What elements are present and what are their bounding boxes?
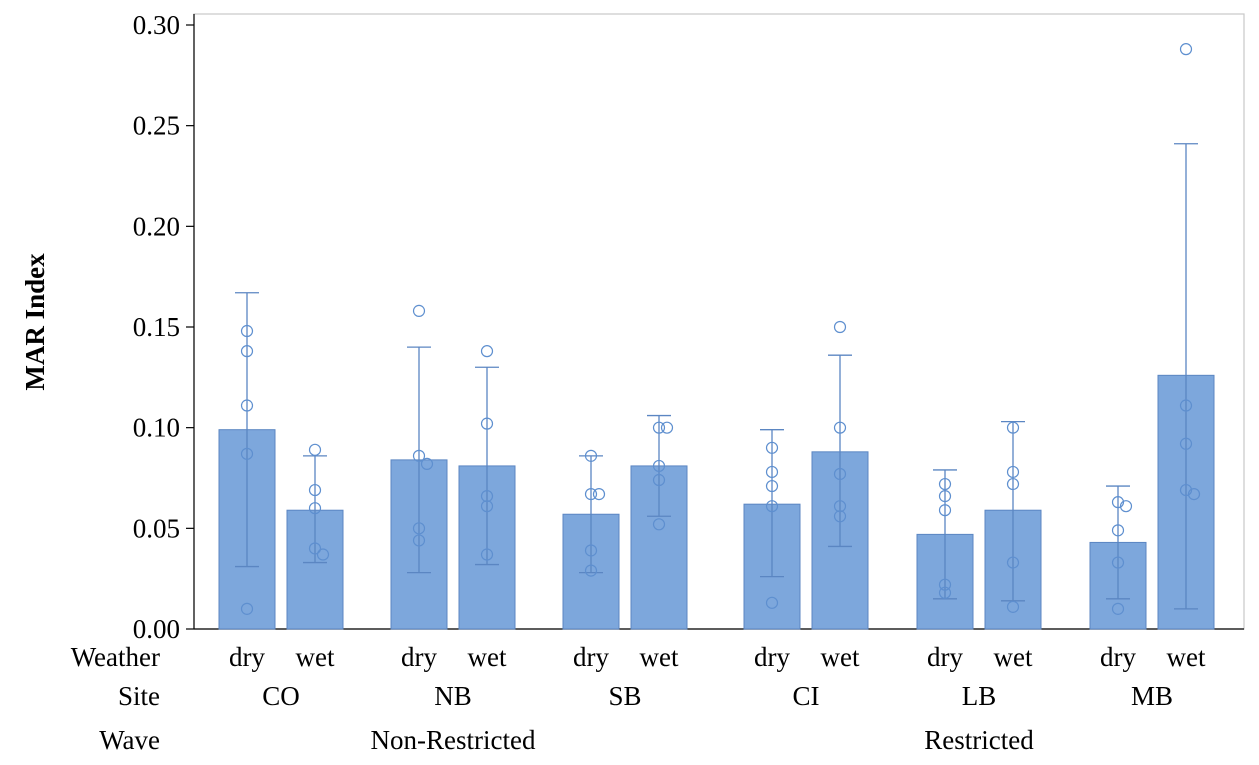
data-point: [1006, 477, 1020, 491]
data-point: [1006, 465, 1020, 479]
data-point: [833, 467, 847, 481]
weather-label: wet: [640, 642, 679, 672]
data-point: [1111, 602, 1125, 615]
y-tick-label: 0.30: [133, 10, 180, 40]
data-point: [316, 548, 330, 561]
data-point: [833, 510, 847, 523]
weather-label: dry: [754, 642, 790, 672]
weather-label: wet: [468, 642, 507, 672]
weather-label: dry: [229, 642, 265, 672]
weather-label: wet: [296, 642, 335, 672]
data-point: [412, 304, 426, 317]
data-point: [420, 457, 434, 471]
data-point: [240, 345, 254, 358]
weather-label: dry: [1100, 642, 1136, 672]
y-tick-label: 0.05: [133, 513, 180, 543]
data-point: [652, 473, 666, 487]
plot-frame: [193, 13, 1245, 630]
weather-label: wet: [994, 642, 1033, 672]
y-tick-label: 0.10: [133, 413, 180, 443]
data-point: [480, 490, 494, 503]
data-points: [240, 43, 1201, 615]
data-point: [240, 602, 254, 615]
data-point: [938, 586, 952, 599]
wave-label: Non-Restricted: [371, 725, 536, 755]
data-point: [1179, 43, 1193, 56]
data-point: [765, 479, 779, 493]
y-axis-label: MAR Index: [20, 253, 50, 391]
data-point: [1006, 556, 1020, 569]
data-point: [1179, 437, 1193, 450]
weather-label: dry: [573, 642, 609, 672]
row-label-weather: Weather: [71, 642, 160, 672]
site-label: LB: [962, 681, 997, 711]
data-point: [480, 345, 494, 358]
data-point: [592, 488, 606, 501]
site-label: CI: [793, 681, 820, 711]
site-label: CO: [262, 681, 300, 711]
weather-label: wet: [821, 642, 860, 672]
data-point: [652, 518, 666, 531]
data-point: [1111, 524, 1125, 537]
y-ticks: 0.00 0.05 0.10 0.15 0.20 0.25 0.30: [133, 10, 194, 644]
data-point: [308, 483, 322, 497]
weather-label: dry: [401, 642, 437, 672]
wave-label: Restricted: [924, 725, 1034, 755]
data-point: [584, 564, 598, 577]
y-tick-label: 0.00: [133, 614, 180, 644]
data-point: [1111, 556, 1125, 569]
data-point: [240, 399, 254, 412]
data-point: [1006, 421, 1020, 434]
data-point: [584, 488, 598, 501]
data-point: [833, 320, 847, 334]
weather-label: dry: [927, 642, 963, 672]
data-point: [765, 465, 779, 479]
data-point: [308, 443, 322, 456]
data-point: [1119, 500, 1133, 513]
x-labels: dry wet CO dry wet NB dry wet SB Non-Restricted dr…: [229, 642, 1206, 755]
data-point: [308, 502, 322, 515]
data-point: [833, 500, 847, 513]
site-label: SB: [608, 681, 641, 711]
data-point: [1179, 399, 1193, 412]
y-tick-label: 0.15: [133, 312, 180, 342]
data-point: [938, 490, 952, 503]
site-label: NB: [434, 681, 472, 711]
data-point: [480, 548, 494, 561]
data-point: [833, 421, 847, 434]
data-point: [584, 544, 598, 557]
data-point: [584, 449, 598, 462]
error-bars: [235, 143, 1198, 610]
data-point: [1111, 496, 1125, 509]
data-point: [480, 417, 494, 430]
y-tick-label: 0.25: [133, 111, 180, 141]
bars: [218, 374, 1215, 630]
weather-label: wet: [1167, 642, 1206, 672]
site-label: MB: [1131, 681, 1173, 711]
data-point: [938, 504, 952, 517]
data-point: [765, 441, 779, 454]
data-point: [765, 500, 779, 513]
data-point: [765, 596, 779, 609]
data-point: [240, 447, 254, 460]
y-tick-label: 0.20: [133, 211, 180, 241]
data-point: [412, 522, 426, 535]
data-point: [938, 578, 952, 591]
data-point: [652, 459, 666, 473]
row-label-wave: Wave: [99, 725, 160, 755]
data-point: [412, 449, 426, 462]
data-point: [1179, 483, 1193, 497]
data-point: [308, 542, 322, 555]
data-point: [1006, 600, 1020, 613]
data-point: [938, 477, 952, 491]
data-point: [412, 534, 426, 547]
data-point: [660, 421, 674, 434]
data-point: [480, 500, 494, 513]
row-label-site: Site: [118, 681, 160, 711]
data-point: [240, 324, 254, 338]
data-point: [652, 421, 666, 434]
data-point: [1187, 488, 1201, 501]
